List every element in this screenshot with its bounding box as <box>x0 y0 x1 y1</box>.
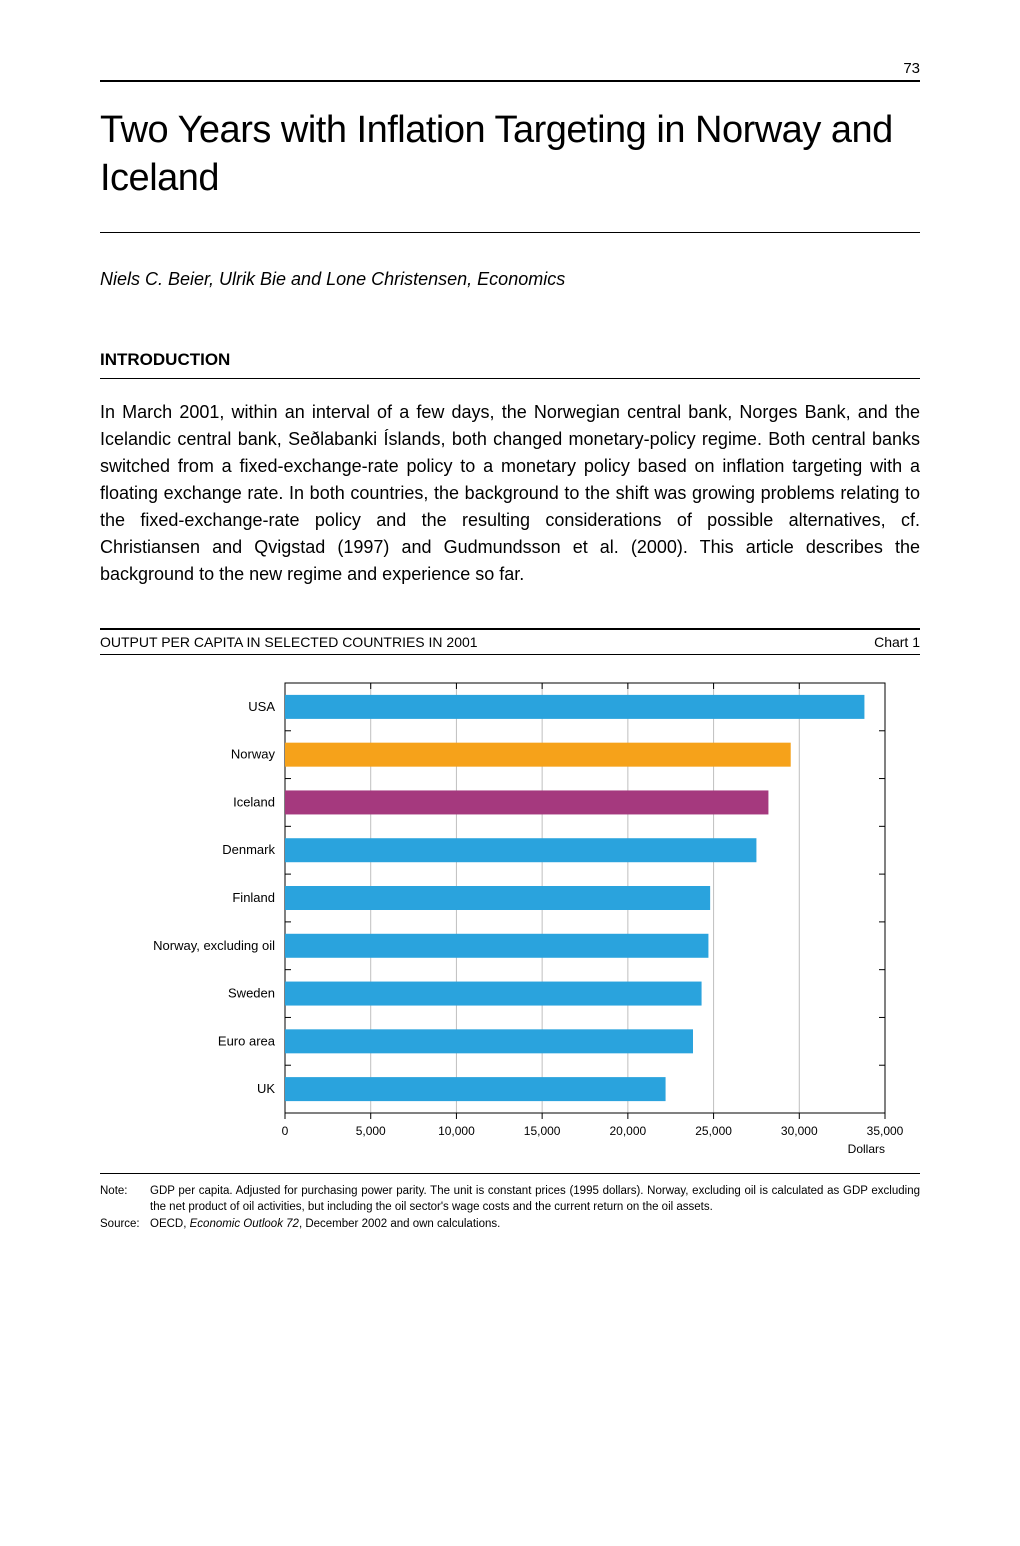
svg-text:5,000: 5,000 <box>356 1124 386 1138</box>
svg-text:20,000: 20,000 <box>610 1124 647 1138</box>
chart-title: OUTPUT PER CAPITA IN SELECTED COUNTRIES … <box>100 634 478 650</box>
chart-svg-container: 0 5,000 10,000 15,000 20,000 25,000 30,000 35,0… <box>100 665 920 1163</box>
svg-text:35,000: 35,000 <box>867 1124 904 1138</box>
article-title: Two Years with Inflation Targeting in No… <box>100 107 920 202</box>
chart-notes: Note: GDP per capita. Adjusted for purch… <box>100 1184 920 1233</box>
source-post: , December 2002 and own calculations. <box>299 1218 500 1230</box>
svg-text:Finland: Finland <box>232 890 275 905</box>
svg-text:Dollars: Dollars <box>848 1142 885 1156</box>
author-line: Niels C. Beier, Ulrik Bie and Lone Chris… <box>100 269 920 290</box>
chart-rule-mid <box>100 654 920 655</box>
svg-text:25,000: 25,000 <box>695 1124 732 1138</box>
svg-text:Sweden: Sweden <box>228 986 275 1001</box>
chart-1-block: OUTPUT PER CAPITA IN SELECTED COUNTRIES … <box>100 628 920 1233</box>
section-rule <box>100 378 920 379</box>
note-text: GDP per capita. Adjusted for purchasing … <box>150 1184 920 1215</box>
svg-text:Euro area: Euro area <box>218 1033 276 1048</box>
chart-number: Chart 1 <box>874 634 920 650</box>
svg-text:0: 0 <box>282 1124 289 1138</box>
svg-text:15,000: 15,000 <box>524 1124 561 1138</box>
source-pre: OECD, <box>150 1218 190 1230</box>
source-text: OECD, Economic Outlook 72, December 2002… <box>150 1217 920 1233</box>
title-rule-top <box>100 80 920 82</box>
svg-text:UK: UK <box>257 1081 275 1096</box>
svg-text:Norway: Norway <box>231 747 276 762</box>
chart-rule-top <box>100 628 920 630</box>
chart-1-svg: 0 5,000 10,000 15,000 20,000 25,000 30,000 35,0… <box>115 665 905 1163</box>
section-heading: INTRODUCTION <box>100 350 920 370</box>
svg-text:USA: USA <box>248 699 275 714</box>
svg-text:10,000: 10,000 <box>438 1124 475 1138</box>
svg-text:Denmark: Denmark <box>222 842 275 857</box>
page-number: 73 <box>903 60 920 77</box>
chart-header: OUTPUT PER CAPITA IN SELECTED COUNTRIES … <box>100 634 920 650</box>
svg-text:Norway, excluding oil: Norway, excluding oil <box>153 938 275 953</box>
source-row: Source: OECD, Economic Outlook 72, Decem… <box>100 1217 920 1233</box>
note-label: Note: <box>100 1184 150 1215</box>
svg-text:Iceland: Iceland <box>233 794 275 809</box>
intro-paragraph: In March 2001, within an interval of a f… <box>100 399 920 588</box>
svg-text:30,000: 30,000 <box>781 1124 818 1138</box>
title-rule-bottom <box>100 232 920 233</box>
source-em: Economic Outlook 72 <box>190 1218 299 1230</box>
source-label: Source: <box>100 1217 150 1233</box>
chart-rule-bottom <box>100 1173 920 1174</box>
note-row: Note: GDP per capita. Adjusted for purch… <box>100 1184 920 1215</box>
